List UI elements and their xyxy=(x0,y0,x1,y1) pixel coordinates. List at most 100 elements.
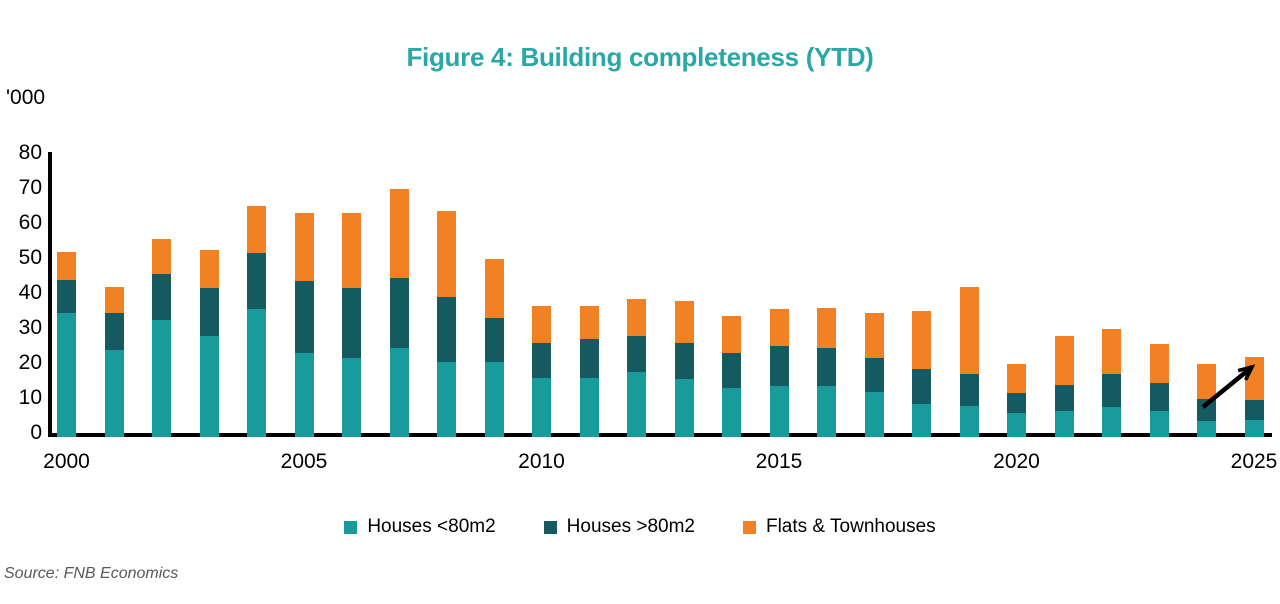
bar-2015 xyxy=(769,309,789,437)
bar-2014-segment-1 xyxy=(722,353,741,388)
y-tick-label-80: 80 xyxy=(18,141,42,164)
x-tick-label-2020: 2020 xyxy=(993,450,1040,473)
legend-label-houses-large: Houses >80m2 xyxy=(566,516,695,537)
bar-2022-segment-1 xyxy=(1102,374,1121,408)
bar-2022-segment-2 xyxy=(1102,328,1121,374)
bar-2020-segment-0 xyxy=(1007,412,1026,437)
bar-2013-segment-2 xyxy=(674,300,694,343)
bar-2022-segment-0 xyxy=(1102,407,1121,437)
bar-2006 xyxy=(342,213,361,437)
bar-2025 xyxy=(1244,356,1264,437)
bar-2017 xyxy=(864,312,884,437)
legend-label-houses-small: Houses <80m2 xyxy=(367,516,496,537)
bar-2000 xyxy=(57,251,76,437)
bar-2018-segment-2 xyxy=(912,311,931,369)
bar-2011-segment-1 xyxy=(579,339,599,378)
legend: Houses <80m2 Houses >80m2 Flats & Townho… xyxy=(0,516,1280,538)
bar-2015-segment-1 xyxy=(769,346,789,387)
bar-2003-segment-2 xyxy=(199,249,219,289)
bar-2018-segment-0 xyxy=(912,403,931,437)
bar-2007 xyxy=(389,188,409,437)
bar-2008-segment-0 xyxy=(437,361,456,437)
bar-2002-segment-2 xyxy=(152,239,171,275)
bar-2013-segment-0 xyxy=(674,379,694,437)
source-note: Source: FNB Economics xyxy=(4,565,179,582)
y-axis-units-label: '000 xyxy=(6,86,46,109)
bar-2009-segment-2 xyxy=(484,258,504,318)
bar-2002 xyxy=(152,239,171,437)
bar-2004-segment-1 xyxy=(247,253,266,310)
x-axis-line xyxy=(48,433,1272,437)
bar-2002-segment-0 xyxy=(152,319,171,437)
bar-2011-segment-0 xyxy=(579,377,599,437)
bar-2012-segment-1 xyxy=(627,335,646,373)
x-tick-label-2010: 2010 xyxy=(518,450,565,473)
bar-2014-segment-2 xyxy=(722,316,741,353)
bar-2006-segment-0 xyxy=(342,358,361,437)
bar-2024 xyxy=(1197,363,1216,437)
bar-2025-segment-0 xyxy=(1244,419,1264,437)
bar-2004-segment-2 xyxy=(247,206,266,254)
y-tick-label-30: 30 xyxy=(18,316,42,339)
bar-2007-segment-1 xyxy=(389,277,409,348)
bar-2018-segment-1 xyxy=(912,368,931,404)
legend-item-houses-large: Houses >80m2 xyxy=(543,516,695,538)
y-tick-label-20: 20 xyxy=(18,351,42,374)
bar-2024-segment-2 xyxy=(1197,363,1216,399)
bar-2005-segment-2 xyxy=(294,213,314,282)
bar-2001-segment-1 xyxy=(104,312,124,350)
bar-2017-segment-2 xyxy=(864,312,884,359)
bar-2023-segment-0 xyxy=(1149,410,1169,437)
y-tick-label-60: 60 xyxy=(18,211,42,234)
bar-2015-segment-2 xyxy=(769,309,789,346)
bar-2009-segment-1 xyxy=(484,318,504,362)
y-axis-line xyxy=(48,152,52,437)
bar-2008 xyxy=(437,211,456,437)
bar-2015-segment-0 xyxy=(769,386,789,437)
bar-2023 xyxy=(1149,344,1169,437)
bar-2004-segment-0 xyxy=(247,309,266,437)
bar-2019 xyxy=(959,286,979,437)
legend-item-houses-small: Houses <80m2 xyxy=(344,516,496,538)
legend-item-flats-townhouses: Flats & Townhouses xyxy=(742,516,936,538)
bar-2010-segment-0 xyxy=(532,377,551,437)
bar-2007-segment-2 xyxy=(389,188,409,278)
legend-swatch-houses-small-icon xyxy=(344,520,358,534)
bar-2018 xyxy=(912,311,931,437)
bar-2003-segment-0 xyxy=(199,335,219,437)
bar-2022 xyxy=(1102,328,1121,437)
bar-2021-segment-2 xyxy=(1054,335,1074,385)
bar-2005-segment-1 xyxy=(294,281,314,353)
bar-2005 xyxy=(294,213,314,437)
bar-2012 xyxy=(627,298,646,437)
bar-2019-segment-1 xyxy=(959,374,979,406)
bar-2003 xyxy=(199,249,219,437)
x-tick-label-2000: 2000 xyxy=(43,450,90,473)
bar-2017-segment-0 xyxy=(864,391,884,437)
bar-2008-segment-2 xyxy=(437,211,456,297)
bar-2004 xyxy=(247,206,266,437)
y-tick-label-10: 10 xyxy=(18,386,42,409)
bar-2000-segment-2 xyxy=(57,251,76,280)
bar-2024-segment-1 xyxy=(1197,398,1216,422)
bar-2016-segment-1 xyxy=(817,347,836,387)
x-tick-label-2025: 2025 xyxy=(1230,450,1278,473)
y-tick-label-50: 50 xyxy=(18,246,42,269)
bar-2014-segment-0 xyxy=(722,388,741,437)
bar-2010 xyxy=(532,305,551,437)
y-tick-label-70: 70 xyxy=(18,176,42,199)
bar-2009-segment-0 xyxy=(484,361,504,437)
bar-2000-segment-1 xyxy=(57,279,76,313)
bar-2023-segment-2 xyxy=(1149,344,1169,383)
bar-2023-segment-1 xyxy=(1149,382,1169,411)
bar-2006-segment-2 xyxy=(342,213,361,289)
legend-swatch-flats-townhouses-icon xyxy=(742,520,756,534)
bar-2008-segment-1 xyxy=(437,297,456,362)
bar-2003-segment-1 xyxy=(199,288,219,336)
bar-2025-segment-2 xyxy=(1244,356,1264,401)
bar-2005-segment-0 xyxy=(294,353,314,437)
bar-2014 xyxy=(722,316,741,437)
bar-2021 xyxy=(1054,335,1074,437)
chart-title: Figure 4: Building completeness (YTD) xyxy=(406,42,874,72)
